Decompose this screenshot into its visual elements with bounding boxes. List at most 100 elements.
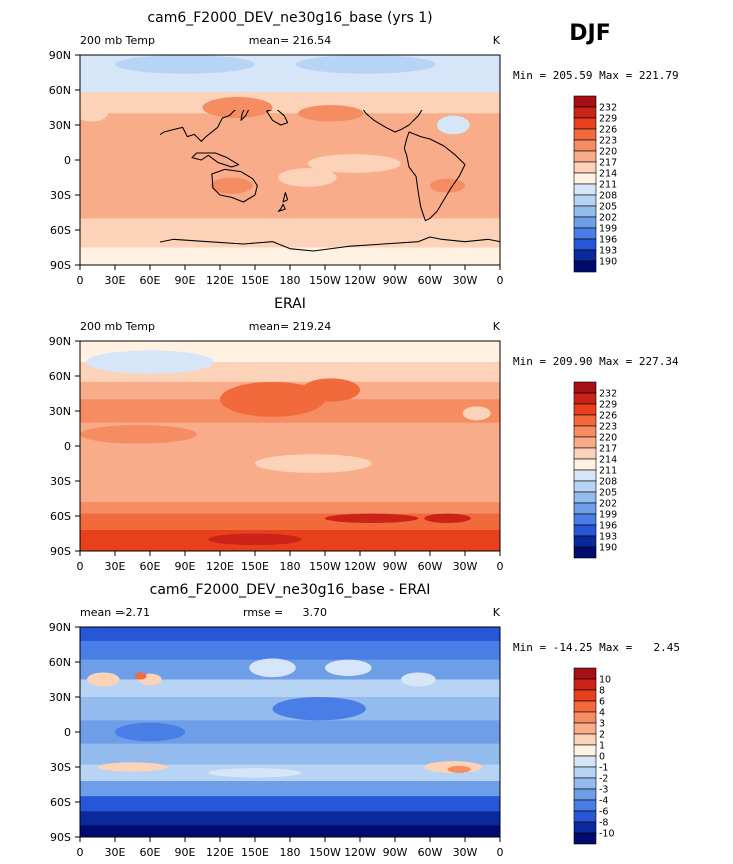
max-value: 2.45 xyxy=(654,641,681,654)
field-anomaly xyxy=(249,658,296,678)
colorbar-swatch xyxy=(573,755,597,768)
colorbar-label: -8 xyxy=(599,818,608,829)
lon-tick-label: 150W xyxy=(309,560,341,573)
field-anomaly xyxy=(307,154,401,173)
panel-title: ERAI xyxy=(274,296,306,312)
lat-tick-label: 30S xyxy=(50,475,71,488)
colorbar-label: 202 xyxy=(599,213,617,224)
panel-obs: ERAI 200 mb Temp mean= 219.24 K 90N 60N 30… xyxy=(49,296,679,573)
colorbar-swatch xyxy=(573,766,597,779)
field-band xyxy=(80,720,500,745)
lon-tick-label: 60W xyxy=(418,846,443,859)
lat-tick-label: 30N xyxy=(49,691,71,704)
field-band xyxy=(80,781,500,797)
colorbar-swatch xyxy=(573,502,597,515)
colorbar-label: -1 xyxy=(599,763,608,774)
field-anomaly xyxy=(115,722,185,742)
lon-tick-label: 180 xyxy=(280,274,301,287)
colorbar-swatch xyxy=(573,458,597,471)
colorbar-label: -4 xyxy=(599,796,608,807)
colorbar-label: 1 xyxy=(599,741,605,752)
minmax-label: Min = 209.90 Max = 227.34 xyxy=(513,355,679,368)
lon-tick-label: 60E xyxy=(140,560,161,573)
colorbar-label: -2 xyxy=(599,774,608,785)
colorbar-swatch xyxy=(573,689,597,702)
colorbar-swatch xyxy=(573,667,597,680)
panel-model: cam6_F2000_DEV_ne30g16_base (yrs 1) 200 … xyxy=(49,10,679,287)
lon-tick-label: 150W xyxy=(309,846,341,859)
minmax-label: Min = 205.59 Max = 221.79 xyxy=(513,69,679,82)
lon-tick-label: 30W xyxy=(453,274,478,287)
colorbar-swatch xyxy=(573,810,597,823)
mean-label: mean = xyxy=(80,606,124,619)
field-anomaly xyxy=(295,55,436,74)
variable-label: 200 mb Temp xyxy=(80,320,155,333)
colorbar-label: 220 xyxy=(599,433,617,444)
colorbar-swatch xyxy=(573,117,597,130)
colorbar-swatch xyxy=(573,788,597,801)
field-anomaly xyxy=(301,378,361,402)
lon-tick-label: 150W xyxy=(309,274,341,287)
colorbar-swatch xyxy=(573,425,597,438)
colorbar-swatch xyxy=(573,436,597,449)
colorbar-label: 0 xyxy=(599,752,605,763)
lat-tick-label: 90N xyxy=(49,49,71,62)
field-band xyxy=(80,72,500,93)
axis-ticks: 90N 60N 30N 0 30S 60S 90S 0 30E 60E 90E 120E 150E 180… xyxy=(49,335,504,573)
field-band xyxy=(80,92,500,114)
panel-difference: cam6_F2000_DEV_ne30g16_base - ERAI mean … xyxy=(49,582,680,859)
colorbar-swatch xyxy=(573,95,597,108)
unit-label: K xyxy=(493,606,501,619)
colorbar-label: 211 xyxy=(599,180,617,191)
rmse-value: 3.70 xyxy=(303,606,328,619)
field-anomaly xyxy=(424,513,471,523)
lon-tick-label: 0 xyxy=(77,274,84,287)
unit-label: K xyxy=(493,320,501,333)
colorbar-swatch xyxy=(573,403,597,416)
lon-tick-label: 120W xyxy=(344,560,376,573)
colorbar-swatch xyxy=(573,183,597,196)
lon-tick-label: 120W xyxy=(344,274,376,287)
colorbar-label: 8 xyxy=(599,686,605,697)
colorbar-swatch xyxy=(573,546,597,559)
colorbar-label: 226 xyxy=(599,411,617,422)
field-anomaly xyxy=(97,762,168,772)
colorbar-swatch xyxy=(573,205,597,218)
field-anomaly xyxy=(115,55,255,74)
field-band xyxy=(80,195,500,219)
lon-tick-label: 0 xyxy=(497,560,504,573)
colorbar-swatch xyxy=(573,381,597,394)
colorbar-label: 193 xyxy=(599,532,617,543)
colorbar-label: 220 xyxy=(599,147,617,158)
lat-tick-label: 60S xyxy=(50,796,71,809)
colorbar-label: 4 xyxy=(599,708,605,719)
colorbar-label: 223 xyxy=(599,422,617,433)
colorbar-label: 223 xyxy=(599,136,617,147)
field-band xyxy=(80,641,500,661)
field-anomaly xyxy=(85,350,215,374)
colorbar-swatch xyxy=(573,469,597,482)
field-band xyxy=(80,627,500,642)
axis-ticks: 90N 60N 30N 0 30S 60S 90S 0 30E 60E 90E 120E 150E 180… xyxy=(49,621,504,859)
lon-tick-label: 90E xyxy=(175,560,196,573)
lon-tick-label: 0 xyxy=(497,846,504,859)
colorbar-label: 196 xyxy=(599,235,617,246)
field-anomaly xyxy=(202,97,273,118)
colorbar-swatch xyxy=(573,128,597,141)
lon-tick-label: 30E xyxy=(105,846,126,859)
field-anomaly xyxy=(80,425,197,444)
colorbar-label: -6 xyxy=(599,807,608,818)
lat-tick-label: 30S xyxy=(50,189,71,202)
lon-tick-label: 30W xyxy=(453,846,478,859)
field-band xyxy=(80,811,500,826)
lat-tick-label: 0 xyxy=(64,154,71,167)
colorbar-label: 217 xyxy=(599,444,617,455)
mean-value: -2.71 xyxy=(122,606,150,619)
lon-tick-label: 150E xyxy=(241,274,269,287)
field-anomaly xyxy=(298,105,364,122)
contour-field xyxy=(80,341,500,551)
lon-tick-label: 90W xyxy=(383,846,408,859)
colorbar-swatch xyxy=(573,260,597,273)
colorbar-label: 199 xyxy=(599,224,617,235)
